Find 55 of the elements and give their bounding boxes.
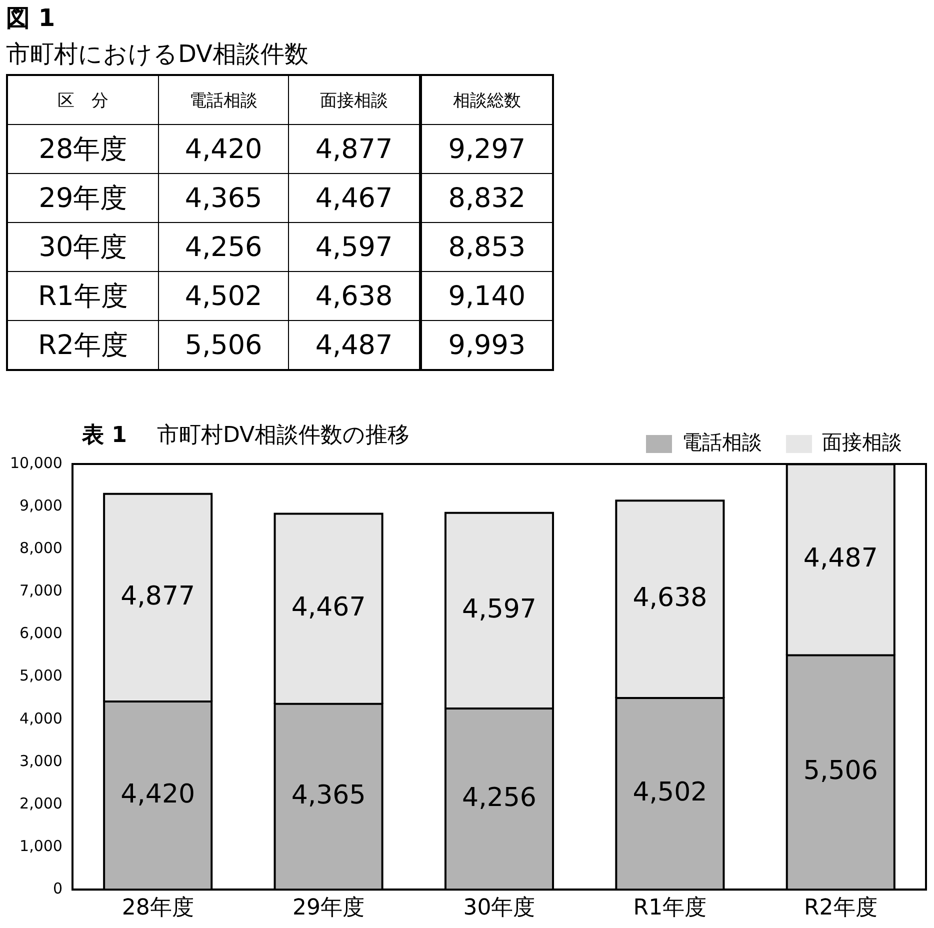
y-tick-label: 10,000 [10, 454, 62, 472]
data-label: 4,597 [288, 222, 420, 272]
y-tick-label: 7,000 [20, 582, 62, 600]
data-label: 4,365 [158, 174, 289, 222]
x-tick-label: R2年度 [804, 896, 878, 921]
data-label: 4,420 [120, 779, 196, 810]
x-tick-label: 相談総数 [420, 75, 553, 124]
y-tick-label: 30年度 [7, 222, 158, 272]
y-tick-label: 2,000 [20, 794, 62, 812]
data-label: 5,506 [803, 756, 878, 786]
data-label: 4,256 [158, 222, 289, 272]
x-tick-label: 28年度 [122, 896, 194, 921]
chart-title: 表 1 市町村DV相談件数の推移 [82, 423, 410, 448]
chart-title: 市町村におけるDV相談件数 [6, 39, 308, 70]
data-label: 4,420 [158, 124, 289, 174]
data-label: 9,993 [420, 320, 553, 370]
data-label: 4,365 [291, 780, 366, 810]
x-tick-label: 電話相談 [158, 75, 289, 124]
x-tick-label: 29年度 [292, 896, 365, 921]
text: 区 分 [7, 75, 158, 124]
data-label: 4,502 [158, 272, 289, 320]
data-label: 4,467 [291, 592, 366, 623]
y-tick-label: R2年度 [7, 320, 158, 370]
y-tick-label: 4,000 [20, 709, 62, 728]
legend-label: 面接相談 [822, 430, 902, 454]
y-tick-label: 0 [52, 879, 62, 898]
y-tick-label: 6,000 [20, 624, 62, 642]
y-tick-label: 3,000 [20, 752, 62, 770]
data-label: 4,487 [288, 320, 420, 370]
y-tick-label: 29年度 [7, 174, 158, 222]
y-tick-label: 9,000 [20, 496, 62, 514]
data-label: 4,877 [120, 581, 196, 612]
y-tick-label: 5,000 [20, 666, 62, 685]
data-label: 4,877 [288, 124, 420, 174]
data-label: 8,832 [420, 174, 553, 222]
data-label: 8,853 [420, 222, 553, 272]
data-label: 4,638 [288, 272, 420, 320]
data-label: 9,297 [420, 124, 553, 174]
data-label: 5,506 [158, 320, 289, 370]
data-label: 4,597 [462, 594, 536, 624]
y-tick-label: 1,000 [20, 836, 62, 855]
data-label: 9,140 [420, 272, 553, 320]
y-tick-label: 28年度 [7, 124, 158, 174]
x-tick-label: 30年度 [463, 896, 536, 921]
y-tick-label: 8,000 [20, 539, 62, 558]
data-label: 4,638 [632, 583, 708, 614]
caption: 図 1 [6, 3, 56, 34]
data-label: 4,256 [462, 782, 536, 813]
x-tick-label: 面接相談 [288, 75, 420, 124]
x-tick-label: R1年度 [633, 896, 707, 921]
data-label: 4,502 [632, 778, 708, 808]
data-label: 4,487 [803, 544, 878, 574]
data-label: 4,467 [288, 174, 420, 222]
y-tick-label: R1年度 [7, 272, 158, 320]
legend-label: 電話相談 [682, 430, 762, 454]
